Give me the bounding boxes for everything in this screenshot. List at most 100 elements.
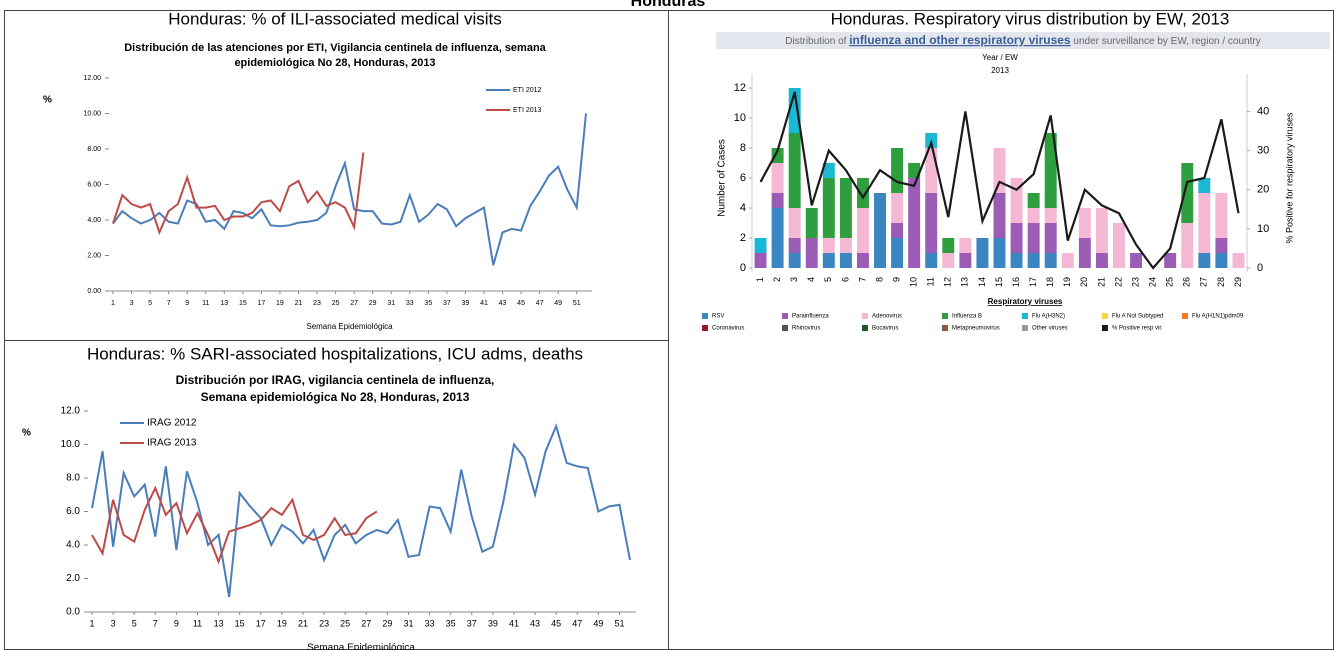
chart-title: Distribución de las atenciones por ETI, … xyxy=(124,42,546,54)
y-tick-label: 8.0 xyxy=(66,473,80,484)
legend-label: IRAG 2013 xyxy=(147,438,197,449)
y-tick-label: 4.00 xyxy=(87,217,101,224)
banner: Distribution of influenza and other resp… xyxy=(785,33,1260,47)
bar-segment xyxy=(891,238,904,268)
bar-segment xyxy=(1130,253,1143,268)
x-tick-label: 37 xyxy=(467,618,477,628)
banner-part: under surveillance by EW, region / count… xyxy=(1071,36,1261,47)
y2-axis-label: % Positive for respiratory viruses xyxy=(1284,112,1294,244)
x-tick-label: 27 xyxy=(1199,277,1209,287)
bar-segment xyxy=(1027,223,1040,253)
x-tick-label: 31 xyxy=(403,618,413,628)
bar-segment xyxy=(1164,253,1177,268)
bar-segment xyxy=(1232,253,1245,268)
bar-segment xyxy=(993,148,1006,193)
bar-segment xyxy=(788,88,801,133)
legend-label: Other viruses xyxy=(1032,326,1068,332)
legend-swatch xyxy=(782,325,788,331)
legend-swatch xyxy=(1102,325,1108,331)
y-axis-label: % xyxy=(43,95,52,106)
bar-segment xyxy=(942,238,955,253)
x-axis-label: Semana Epidemiológica xyxy=(306,322,393,331)
x-tick-label: 28 xyxy=(1216,277,1226,287)
x-tick-label: 39 xyxy=(488,618,498,628)
bar-segment xyxy=(822,253,835,268)
legend-label: Bocavirus xyxy=(872,326,898,332)
x-tick-label: 23 xyxy=(319,618,329,628)
x-tick-label: 29 xyxy=(1233,277,1243,287)
legend-swatch xyxy=(862,325,868,331)
bar-segment xyxy=(1215,193,1228,238)
bar-segment xyxy=(754,238,767,253)
x-tick-label: 25 xyxy=(340,618,350,628)
x-tick-label: 49 xyxy=(593,618,603,628)
legend-swatch xyxy=(862,313,868,319)
x-tick-label: 45 xyxy=(517,300,525,307)
bar-segment xyxy=(788,253,801,268)
bar-segment xyxy=(771,193,784,208)
bar-segment xyxy=(1044,223,1057,253)
y-tick-label: 0 xyxy=(740,262,746,274)
legend-label: ETI 2012 xyxy=(513,87,542,94)
x-tick-label: 23 xyxy=(313,300,321,307)
legend-swatch xyxy=(1102,313,1108,319)
x-tick-label: 13 xyxy=(960,277,970,287)
y2-tick-label: 20 xyxy=(1257,184,1269,196)
bar-segment xyxy=(1198,193,1211,253)
x-tick-label: 37 xyxy=(443,300,451,307)
x-tick-label: 41 xyxy=(480,300,488,307)
x-tick-label: 33 xyxy=(406,300,414,307)
y-tick-label: 8.00 xyxy=(87,146,101,153)
bar-segment xyxy=(925,253,938,268)
legend-swatch xyxy=(1022,313,1028,319)
bar-segment xyxy=(754,253,767,268)
bar-segment xyxy=(1095,208,1108,253)
chart-title: Distribución por IRAG, vigilancia centin… xyxy=(176,373,495,387)
panel-heading: Honduras: % SARI-associated hospitalizat… xyxy=(87,344,583,363)
bar-segment xyxy=(976,238,989,268)
x-tick-label: 15 xyxy=(239,300,247,307)
bar-segment xyxy=(1027,208,1040,223)
bar-segment xyxy=(1181,223,1194,268)
x-tick-label: 1 xyxy=(111,300,115,307)
y-tick-label: 4 xyxy=(740,202,746,214)
x-tick-label: 11 xyxy=(926,277,936,286)
x-tick-label: 29 xyxy=(382,618,392,628)
x-tick-label: 47 xyxy=(536,300,544,307)
x-tick-label: 13 xyxy=(220,300,228,307)
x-tick-label: 31 xyxy=(387,300,395,307)
x-tick-label: 43 xyxy=(499,300,507,307)
bar-segment xyxy=(1044,208,1057,223)
bar-segment xyxy=(1061,253,1074,268)
legend-label: Adenovirus xyxy=(872,314,902,320)
x-tick-label: 19 xyxy=(1062,277,1072,287)
x-tick-label: 21 xyxy=(298,618,308,628)
x-tick-label: 21 xyxy=(295,300,303,307)
x-tick-label: 19 xyxy=(277,618,287,628)
bar-segment xyxy=(1181,163,1194,223)
x-tick-label: 7 xyxy=(153,618,158,628)
x-tick-label: 51 xyxy=(573,300,581,307)
x-tick-label: 11 xyxy=(202,300,209,307)
chart-title: Semana epidemiológica No 28, Honduras, 2… xyxy=(201,390,470,404)
bar-segment xyxy=(1027,193,1040,208)
legend-label: Coronavirus xyxy=(712,326,744,332)
bar-segment xyxy=(874,193,886,268)
x-tick-label: 47 xyxy=(572,618,582,628)
legend-label: Influenza B xyxy=(952,314,982,320)
bar-segment xyxy=(856,208,869,253)
x-tick-label: 24 xyxy=(1147,277,1157,287)
bar-segment xyxy=(891,193,904,223)
bar-segment xyxy=(1044,133,1057,208)
x-tick-label: 17 xyxy=(1028,277,1038,287)
bar-segment xyxy=(805,238,818,268)
legend-swatch xyxy=(702,313,708,319)
y-tick-label: 10.00 xyxy=(83,110,101,117)
x-tick-label: 3 xyxy=(130,300,134,307)
legend-swatch xyxy=(1022,325,1028,331)
y-tick-label: 0.00 xyxy=(87,288,101,295)
bar-segment xyxy=(1113,223,1125,268)
bar-segment xyxy=(942,253,955,268)
